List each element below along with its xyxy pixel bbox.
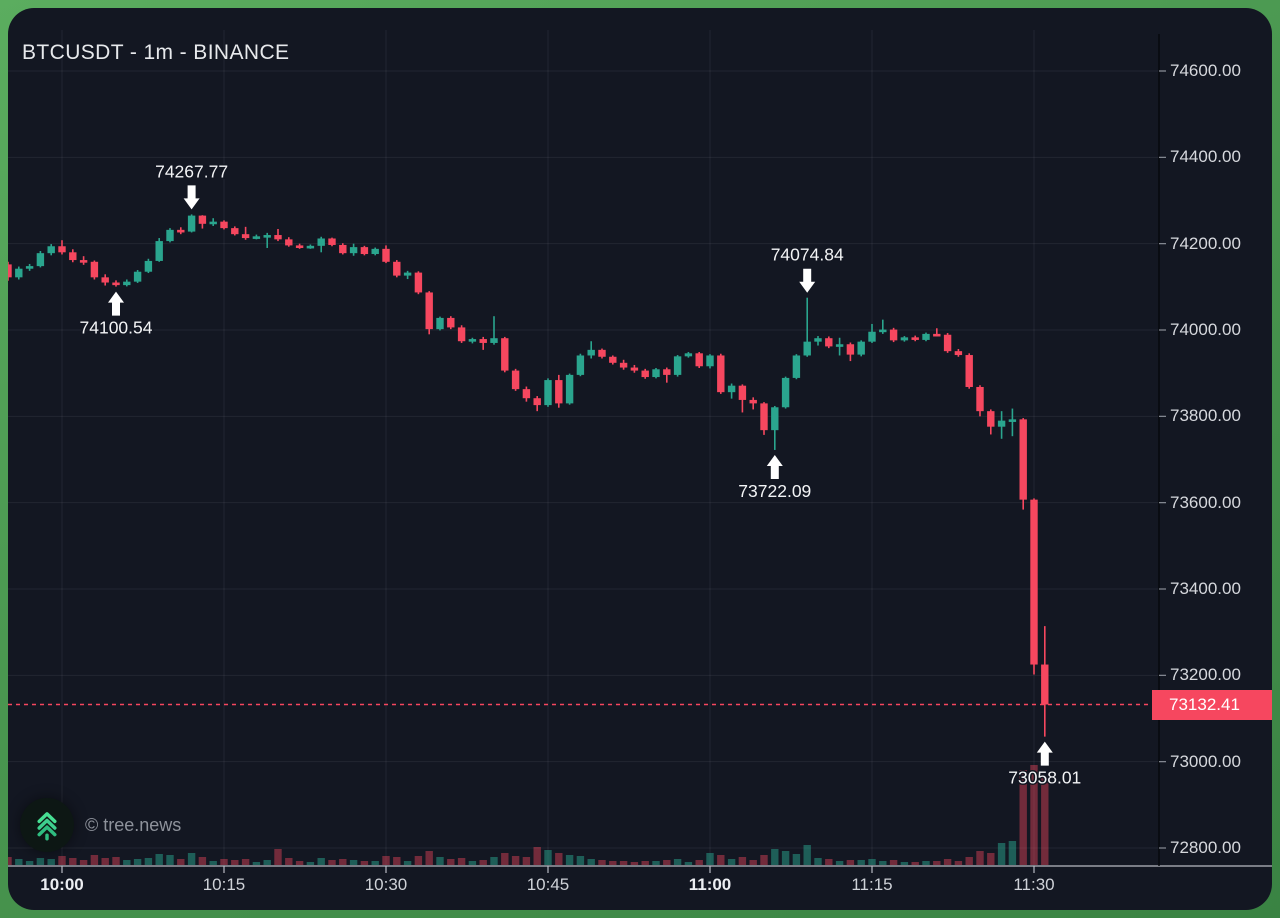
y-axis-label: 74400.00 — [1170, 147, 1241, 167]
annotation-arrow-up-icon — [766, 454, 783, 479]
candles-layer — [8, 214, 1049, 737]
x-axis-label: 11:00 — [688, 875, 732, 894]
last-price-badge: 73132.41 — [1152, 689, 1272, 720]
x-axis-label: 10:15 — [202, 875, 246, 894]
grid-layer — [8, 30, 1159, 866]
volume-layer — [8, 765, 1049, 865]
x-axis-label: 11:15 — [851, 875, 893, 894]
annotation-label: 74074.84 — [771, 245, 844, 265]
annotation-arrow-up-icon — [1036, 741, 1053, 766]
candlestick-chart[interactable]: 74267.77 74100.54 74074.84 73722.09 73058.01 — [8, 8, 1272, 910]
annotation-arrow-up-icon — [108, 291, 124, 316]
y-axis-label: 72800.00 — [1170, 838, 1241, 857]
watermark: © tree.news — [20, 798, 181, 852]
x-axis-label: 11:30 — [1013, 875, 1055, 894]
y-axis-label: 73000.00 — [1170, 751, 1241, 771]
time-scale[interactable]: 10:00 10:15 10:30 10:45 11:00 11:15 11:30 — [8, 866, 1272, 910]
y-axis-label: 74600.00 — [1170, 61, 1241, 80]
x-axis-label: 10:30 — [364, 875, 408, 894]
axes-layer — [8, 34, 1272, 873]
y-axis-label: 73800.00 — [1170, 406, 1241, 426]
x-axis-label: 10:45 — [526, 875, 570, 894]
annotation-arrow-down-icon — [183, 185, 200, 210]
annotations-layer: 74267.77 74100.54 74074.84 73722.09 73058.01 — [78, 160, 1083, 789]
y-axis-label: 74000.00 — [1170, 320, 1241, 339]
tree-chevrons-up-icon — [20, 798, 74, 852]
watermark-text: © tree.news — [85, 814, 182, 835]
y-axis-label: 73400.00 — [1170, 579, 1241, 598]
y-axis-label: 74200.00 — [1170, 233, 1241, 253]
chart-title: BTCUSDT - 1m - BINANCE — [22, 41, 290, 64]
annotation-label: 73722.09 — [738, 481, 811, 501]
y-axis-label: 73200.00 — [1170, 665, 1241, 685]
chart-canvas[interactable]: 74267.77 74100.54 74074.84 73722.09 73058.01 — [8, 8, 1272, 910]
annotation-label: 74267.77 — [155, 161, 228, 181]
chart-panel: 74267.77 74100.54 74074.84 73722.09 73058.01… — [8, 8, 1272, 910]
x-axis-label: 10:00 — [40, 875, 84, 894]
annotation-label: 74100.54 — [80, 318, 153, 338]
price-scale[interactable]: 74600.00 74400.00 74200.00 74000.00 73800.00… — [1159, 8, 1272, 866]
y-axis-label: 73600.00 — [1170, 492, 1241, 512]
annotation-arrow-down-icon — [799, 268, 816, 293]
annotation-label: 73058.01 — [1008, 768, 1081, 788]
last-price-label: 73132.41 — [1169, 694, 1240, 714]
